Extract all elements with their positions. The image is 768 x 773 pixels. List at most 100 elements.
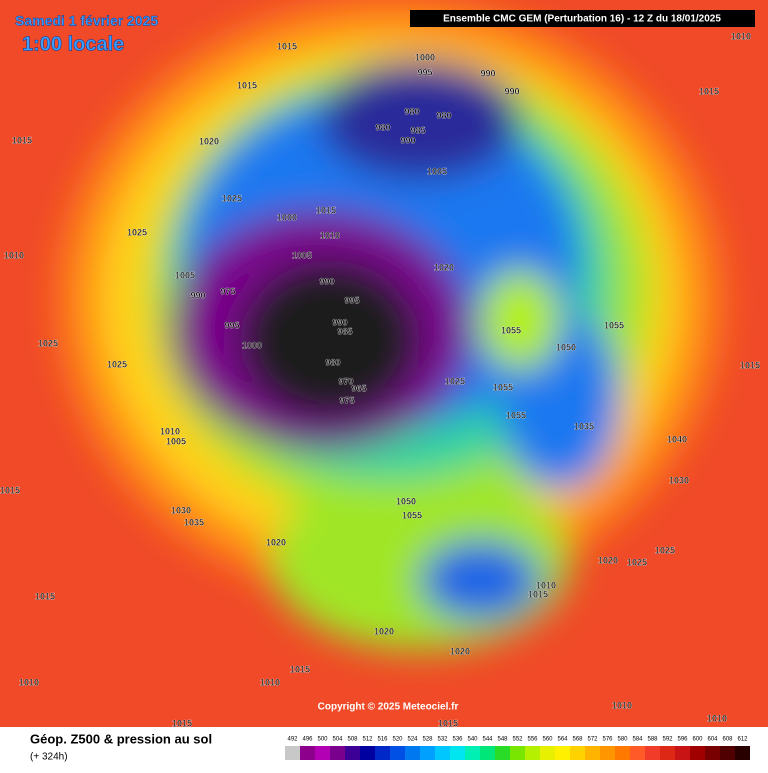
scale-swatch [450,746,465,760]
scale-label: 564 [557,737,568,743]
footer-title: Géop. Z500 & pression au sol [30,731,212,746]
isobar-label: 1025 [627,557,647,567]
isobar-label: 980 [436,110,451,120]
isobar-label: 1025 [222,193,242,203]
scale-swatch [465,746,480,760]
scale-swatch [315,746,330,760]
scale-label: 508 [347,737,358,743]
isobar-label: 1005 [427,166,447,176]
isobar-label: 980 [375,122,390,132]
isobar-label: 1055 [402,510,422,520]
isobar-label: 990 [400,135,415,145]
scale-label: 608 [722,737,733,743]
scale-label: 560 [542,737,553,743]
scale-swatch [660,746,675,760]
scale-label: 496 [302,737,313,743]
scale-swatch [555,746,570,760]
isobar-label: 985 [337,326,352,336]
scale-label: 520 [392,737,403,743]
isobar-label: 1055 [506,410,526,420]
scale-swatch [405,746,420,760]
scale-label: 552 [512,737,523,743]
scale-swatch [345,746,360,760]
isobar-label: 1015 [528,589,548,599]
scale-swatch [480,746,495,760]
isobar-label: 1035 [574,421,594,431]
isobar-label: 1015 [316,205,336,215]
isobar-label: 980 [325,357,340,367]
isobar-label: 1020 [434,262,454,272]
isobar-label: 1005 [292,250,312,260]
isobar-label: 975 [220,286,235,296]
isobar-label: 995 [417,67,432,77]
scale-swatch [540,746,555,760]
isobar-label: 1055 [604,320,624,330]
scale-swatch [420,746,435,760]
isobar-label: 1000 [242,340,262,350]
scale-label: 492 [287,737,298,743]
isobar-label: 1030 [171,505,191,515]
scale-swatch [600,746,615,760]
scale-swatch [585,746,600,760]
isobar-label: 1020 [598,555,618,565]
scale-swatch [615,746,630,760]
scale-label: 612 [737,737,748,743]
scale-label: 516 [377,737,388,743]
forecast-time: 1:00 locale [22,33,124,55]
isobar-label: 990 [504,86,519,96]
isobar-label: 1040 [667,434,687,444]
isobar-label: 965 [351,383,366,393]
isobar-label: 980 [404,106,419,116]
scale-label: 540 [467,737,478,743]
scale-label: 504 [332,737,343,743]
scale-label: 568 [572,737,583,743]
isobar-label: 1015 [277,41,297,51]
scale-label: 604 [707,737,718,743]
isobar-label: 1015 [35,591,55,601]
scale-swatch [330,746,345,760]
scale-swatch [690,746,705,760]
isobar-label: 1015 [438,718,458,728]
isobar-label: 1025 [38,338,58,348]
color-scale: 492 496 500 504 508 512 516 520 524 528 532 536 540 5… [285,737,750,760]
scale-label: 592 [662,737,673,743]
scale-swatch [525,746,540,760]
isobar-label: 1010 [731,31,751,41]
isobar-label: 1025 [127,227,147,237]
scale-label: 588 [647,737,658,743]
isobar-label: 1010 [160,426,180,436]
scale-label: 584 [632,737,643,743]
scale-swatch [645,746,660,760]
isobar-label: 1010 [320,230,340,240]
scale-label: 572 [587,737,598,743]
scale-label: 512 [362,737,373,743]
isobar-label: 1050 [556,342,576,352]
isobar-label: 1010 [536,580,556,590]
isobar-label: 990 [190,290,205,300]
isobar-label: 1015 [740,360,760,370]
isobar-label: 1010 [260,677,280,687]
scale-label: 524 [407,737,418,743]
isobar-label: 1020 [199,136,219,146]
isobar-label: 1025 [445,376,465,386]
scale-label: 500 [317,737,328,743]
lead-time: (+ 324h) [30,752,68,763]
scale-label: 536 [452,737,463,743]
isobar-label: 990 [480,68,495,78]
isobar-label: 975 [339,395,354,405]
scale-label: 548 [497,737,508,743]
scale-swatch [630,746,645,760]
isobar-label: 1025 [107,359,127,369]
isobar-label: 1020 [266,537,286,547]
isobar-label: 1050 [396,496,416,506]
isobar-label: 990 [319,276,334,286]
scale-swatch [705,746,720,760]
scale-swatch [720,746,735,760]
isobar-label: 1010 [612,700,632,710]
scale-label: 580 [617,737,628,743]
scale-swatch [360,746,375,760]
header-box [410,10,755,27]
isobar-label: 1010 [707,713,727,723]
scale-swatch [495,746,510,760]
